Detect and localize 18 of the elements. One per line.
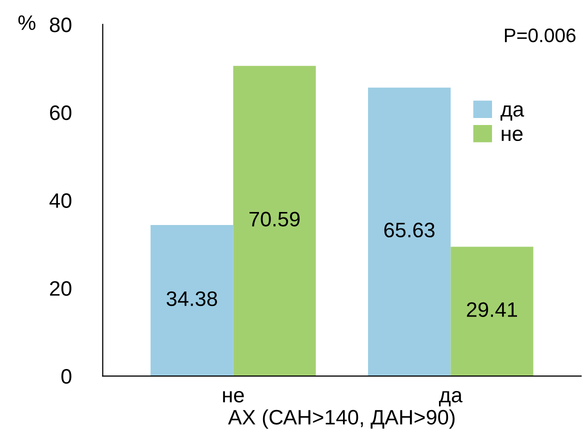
y-tick-label: 80 bbox=[50, 17, 72, 32]
data-label: 70.59 bbox=[250, 212, 300, 227]
data-label: 29.41 bbox=[466, 302, 518, 317]
bar bbox=[233, 66, 316, 376]
legend-label: да bbox=[500, 105, 524, 121]
data-label: 34.38 bbox=[166, 291, 218, 306]
y-tick-label: 60 bbox=[50, 105, 72, 120]
x-axis-title: АХ (САН>140, ДАН>90) bbox=[228, 409, 455, 429]
y-tick-label: 0 bbox=[61, 369, 72, 384]
annotation: P=0.006 bbox=[504, 28, 576, 42]
legend-label: не bbox=[502, 130, 523, 142]
y-tick-label: 20 bbox=[50, 281, 72, 296]
bar bbox=[450, 246, 534, 376]
y-axis-title: % bbox=[18, 15, 36, 30]
y-tick-label: 40 bbox=[49, 193, 72, 208]
bar bbox=[150, 224, 234, 376]
bar bbox=[368, 88, 451, 376]
data-label: 65.63 bbox=[384, 222, 434, 238]
